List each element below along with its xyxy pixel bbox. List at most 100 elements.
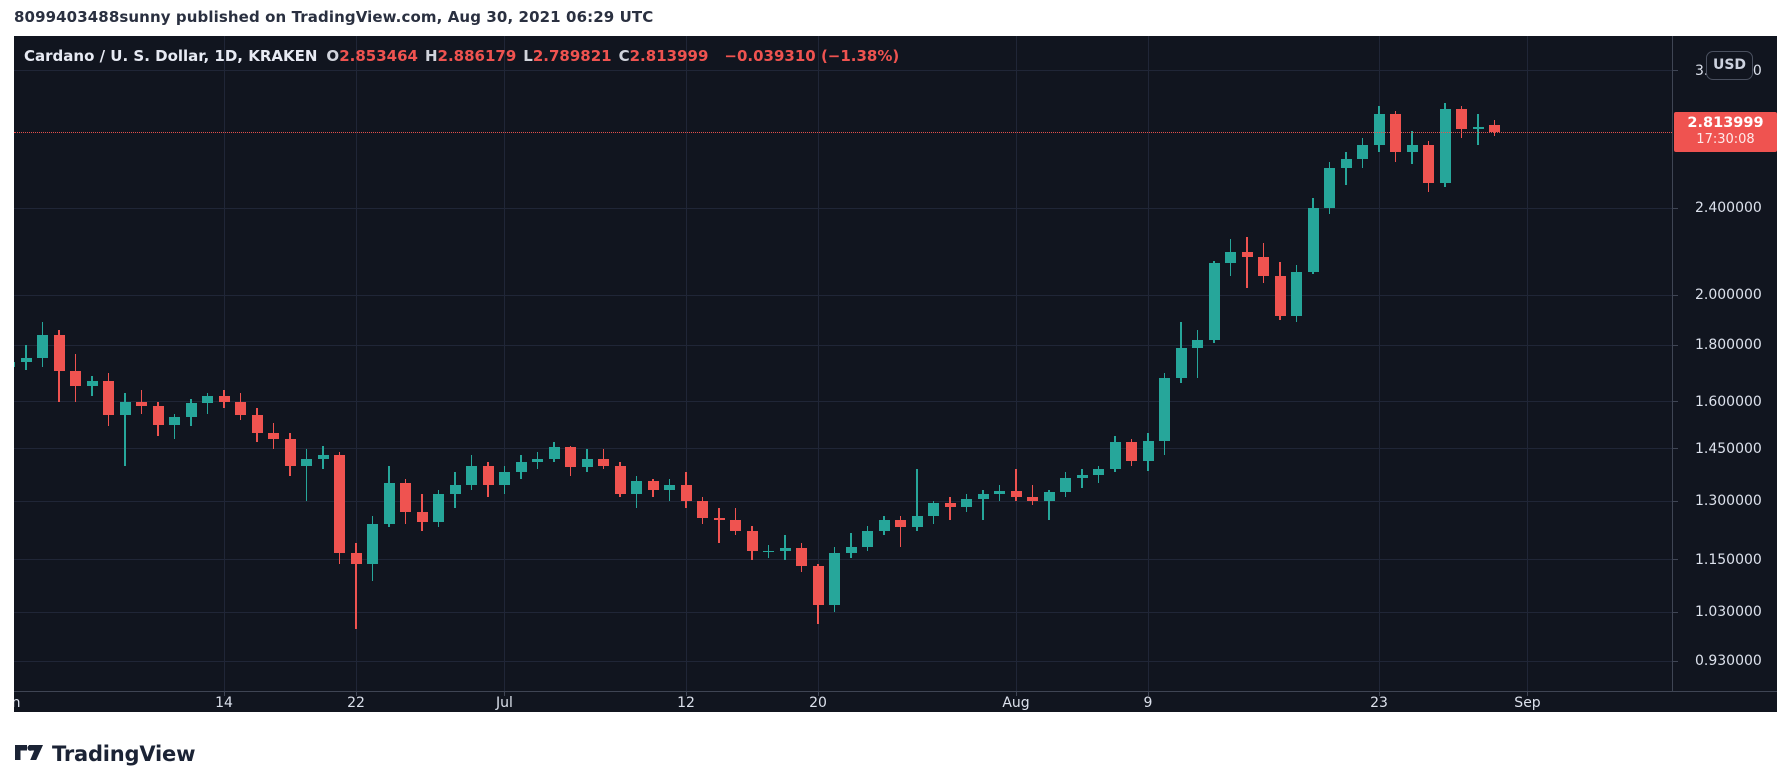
vertical-gridline [685, 36, 687, 691]
candle [746, 531, 758, 552]
candle [334, 455, 345, 554]
candle-wick [899, 515, 902, 548]
price-axis-tick [1673, 611, 1678, 613]
publish-bar: 8099403488sunny published on TradingView… [0, 0, 1791, 36]
time-axis-tick [1015, 692, 1017, 696]
candle [86, 381, 98, 386]
candle [53, 334, 65, 372]
candle [70, 371, 81, 386]
vertical-gridline [504, 36, 505, 691]
tradingview-mark-icon [15, 744, 43, 760]
candle [1357, 144, 1368, 159]
candle [515, 462, 527, 473]
candle [1027, 497, 1038, 501]
time-axis-tick [817, 692, 819, 696]
candle [1456, 109, 1467, 130]
candle [185, 403, 197, 417]
candle [20, 357, 32, 362]
candle [1241, 251, 1253, 258]
candle [1373, 114, 1385, 145]
horizontal-gridline [14, 344, 1672, 346]
horizontal-gridline [14, 401, 1672, 403]
candle [647, 481, 659, 491]
price-axis-label: 1.300000 [1695, 493, 1762, 510]
time-axis-tick [685, 692, 687, 696]
candle-wick [91, 375, 93, 396]
candlestick-pane[interactable]: Cardano / U. S. Dollar, 1D, KRAKEN O2.85… [14, 36, 1672, 691]
candle-wick [1196, 329, 1199, 379]
candle [367, 523, 378, 564]
candle [1406, 144, 1418, 152]
time-axis[interactable]: Jun 14 22 Jul 12 20 Aug 9 23 Sep [14, 691, 1777, 712]
candle [1109, 442, 1121, 470]
candle [730, 519, 741, 532]
price-axis-label: 1.800000 [1695, 337, 1762, 354]
candle-wick [916, 469, 918, 532]
candle [994, 491, 1005, 494]
candle [218, 395, 230, 402]
horizontal-gridline [14, 559, 1672, 561]
candle [1423, 144, 1434, 183]
candle [565, 447, 576, 468]
price-axis[interactable]: 3.2000002.4000002.0000001.8000001.600000… [1672, 36, 1777, 691]
candle [763, 550, 774, 553]
candle-wick [1246, 236, 1248, 289]
current-price-value: 2.813999 [1687, 114, 1764, 131]
candle-wick [850, 533, 852, 558]
candle [581, 458, 593, 468]
price-axis-label: 0.930000 [1695, 653, 1762, 670]
price-axis-tick [1673, 344, 1678, 346]
horizontal-gridline [14, 294, 1672, 296]
symbol-title[interactable]: Cardano / U. S. Dollar, 1D, KRAKEN [24, 47, 318, 65]
candle [37, 334, 48, 358]
price-axis-tick [1673, 70, 1678, 72]
candle [1126, 442, 1137, 461]
ohlc-value: 2.789821 [532, 47, 612, 65]
candle [878, 519, 890, 532]
candle-wick [1081, 469, 1083, 489]
vertical-gridline [817, 36, 819, 691]
candle-wick [173, 413, 176, 440]
time-axis-label: Aug [1002, 695, 1030, 711]
candle-wick [1048, 490, 1050, 520]
candle [961, 499, 972, 507]
tradingview-logo[interactable]: TradingView [14, 742, 195, 766]
candle [1225, 251, 1236, 263]
time-axis-tick [355, 692, 357, 696]
candle [614, 465, 626, 494]
price-axis-tick [1673, 559, 1678, 561]
candle [1439, 109, 1451, 183]
candle-wick [982, 490, 984, 520]
candle [1060, 477, 1071, 492]
candle [251, 415, 263, 433]
time-axis-tick [1147, 692, 1149, 696]
candle [664, 484, 675, 491]
bar-countdown: 17:30:08 [1696, 131, 1755, 147]
price-axis-label: 1.030000 [1695, 604, 1762, 621]
candle [433, 493, 444, 522]
time-axis-tick [504, 692, 505, 696]
candle [829, 553, 840, 606]
currency-badge[interactable]: USD [1706, 51, 1753, 80]
candle [1274, 276, 1286, 316]
candle [449, 484, 461, 494]
ohlc-value: 2.886179 [437, 47, 517, 65]
ohlc-value: 2.853464 [339, 47, 418, 65]
candle [350, 553, 362, 564]
candle [1010, 491, 1022, 498]
candle [944, 502, 956, 507]
ohlc-values: O2.853464 H2.886179 L2.789821 C2.813999 [326, 47, 715, 65]
candle [119, 401, 131, 416]
vertical-gridline [1015, 36, 1017, 691]
change-value: −0.039310 (−1.38%) [724, 47, 900, 65]
candle [136, 401, 147, 407]
vertical-gridline [1378, 36, 1380, 691]
horizontal-gridline [14, 660, 1672, 662]
price-axis-tick [1673, 294, 1678, 296]
candle-wick [1031, 484, 1034, 505]
time-axis-label: 9 [1143, 695, 1153, 711]
candle [284, 439, 296, 466]
candle [14, 361, 15, 368]
candle [1489, 125, 1500, 132]
candle [697, 501, 708, 518]
